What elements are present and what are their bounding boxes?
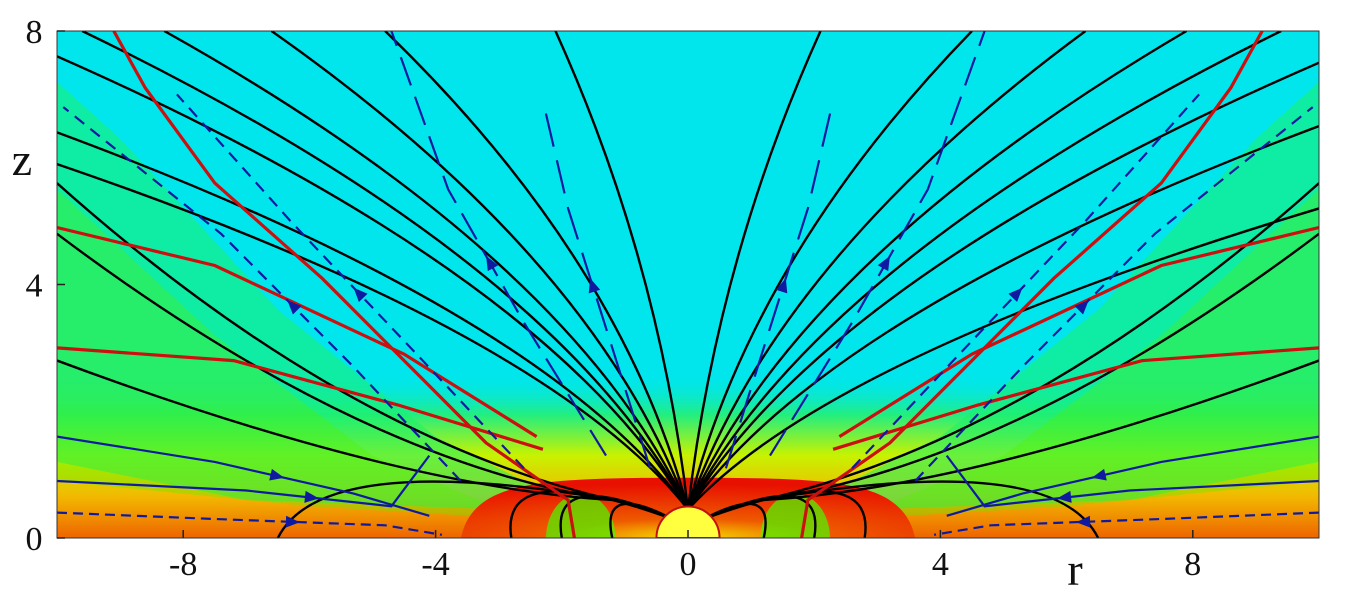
inner-lobe	[760, 493, 830, 538]
field-line	[57, 359, 613, 502]
field-line	[57, 162, 689, 511]
streamline	[57, 435, 430, 517]
field-line	[554, 31, 690, 510]
streamline-arrow	[775, 278, 788, 294]
closed-field-loop	[703, 490, 867, 538]
field-line	[686, 31, 1282, 511]
streamline-arrow	[269, 468, 285, 481]
streamline	[57, 511, 443, 536]
field-line	[384, 31, 690, 510]
streamline-arrow	[287, 300, 302, 315]
velocity-streamlines	[57, 31, 1319, 536]
streamline	[541, 100, 652, 469]
x-tick-label: -4	[421, 546, 449, 583]
field-line	[57, 232, 613, 502]
x-tick-label: 0	[680, 546, 697, 583]
streamline	[946, 435, 1319, 517]
color-field	[57, 81, 1319, 538]
field-line	[686, 31, 1188, 510]
field-line	[81, 31, 690, 511]
axes: -8 -4 0 4 8 0 4 8	[26, 14, 1202, 583]
field-line	[686, 31, 1087, 510]
boundary-contour	[57, 225, 538, 438]
field-line	[686, 31, 822, 510]
field-line	[276, 480, 613, 538]
streamline-arrow	[1076, 515, 1091, 528]
wind-wedge-inner	[852, 189, 1319, 519]
streamline-arrow	[486, 256, 499, 272]
boundary-contour	[832, 346, 1319, 451]
field-line	[686, 61, 1319, 511]
boundary-contours	[57, 31, 1319, 538]
x-axis-title: r	[1067, 544, 1082, 595]
boundary-contour	[112, 31, 576, 538]
y-tick-label: 8	[26, 14, 43, 51]
x-tick-label: 8	[1184, 546, 1201, 583]
wind-wedge-inner	[57, 189, 524, 519]
closed-field-loop	[509, 490, 673, 538]
field-line	[57, 131, 689, 511]
closed-field-loop	[559, 494, 673, 538]
wind-wedge	[57, 81, 587, 513]
streamline-arrow	[1057, 490, 1072, 503]
streamline-arrows	[269, 256, 1107, 528]
boundary-contour	[800, 31, 1264, 538]
closed-field-loop	[703, 494, 817, 538]
field-line	[270, 31, 690, 510]
streamline	[769, 31, 986, 457]
central-body	[655, 505, 721, 538]
field-line	[763, 232, 1319, 502]
boundary-contour	[57, 346, 544, 451]
streamline	[851, 93, 1200, 470]
streamline	[390, 31, 607, 457]
streamline-arrow	[1074, 300, 1089, 315]
streamline-arrow	[1091, 468, 1107, 481]
y-tick-label: 4	[26, 268, 43, 305]
inner-lobe	[546, 493, 616, 538]
streamline	[724, 100, 835, 469]
field-line	[163, 31, 690, 510]
y-axis-title: z	[12, 134, 32, 185]
field-line	[763, 480, 1100, 538]
streamline-arrow	[304, 490, 319, 503]
boundary-contour	[838, 225, 1319, 438]
wind-wedge	[789, 81, 1319, 513]
streamline	[176, 93, 525, 470]
streamline-arrow	[285, 515, 300, 528]
plot-area	[57, 31, 1319, 538]
y-tick-label: 0	[26, 521, 43, 558]
streamline-arrow	[353, 287, 368, 302]
streamline-arrow	[588, 278, 601, 294]
streamline-arrow	[877, 256, 890, 272]
field-line	[687, 124, 1319, 511]
x-tick-label: 4	[932, 546, 949, 583]
field-line	[687, 207, 1319, 511]
x-tick-label: -8	[169, 546, 197, 583]
streamline	[933, 511, 1319, 536]
streamline-arrow	[1008, 287, 1023, 302]
field-line	[763, 359, 1319, 502]
